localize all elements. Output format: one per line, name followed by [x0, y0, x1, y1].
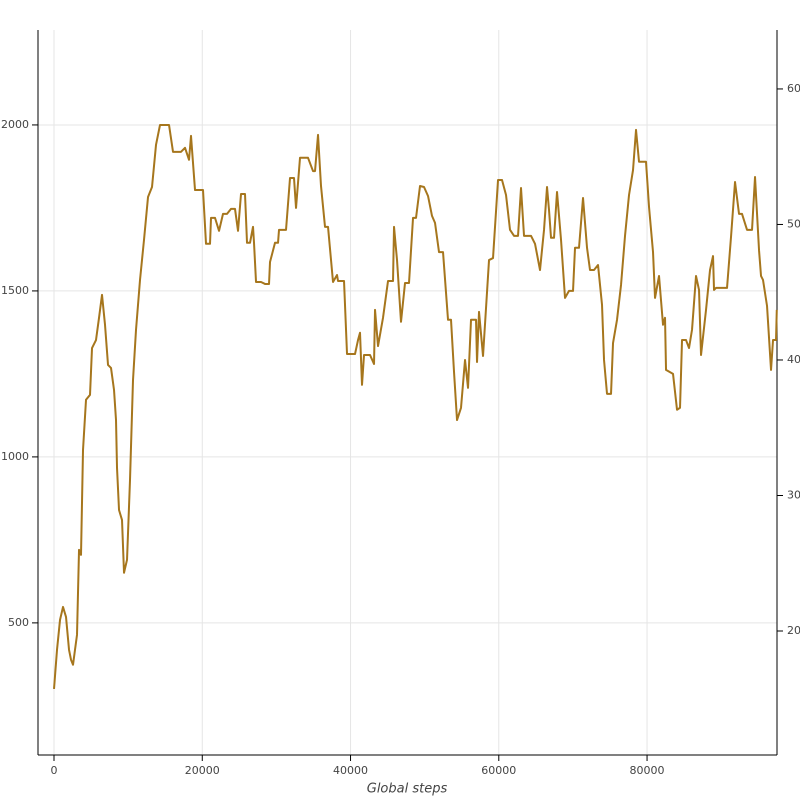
x-tick-label: 60000 [481, 764, 516, 777]
x-tick-label: 40000 [333, 764, 368, 777]
y2-tick-label: 60 [787, 82, 800, 95]
y-tick-label: 1500 [1, 284, 29, 297]
x-tick-label: 0 [51, 764, 58, 777]
y-tick-label: 500 [8, 616, 29, 629]
series-line [53, 123, 778, 690]
x-axis-label: Global steps [367, 782, 448, 797]
y2-tick-label: 30 [787, 488, 800, 501]
y-tick-label: 2000 [1, 118, 29, 131]
y-tick-label: 1000 [1, 450, 29, 463]
x-tick-label: 80000 [630, 764, 665, 777]
y2-tick-label: 20 [787, 624, 800, 637]
y2-tick-label: 50 [787, 217, 800, 230]
x-tick-label: 20000 [185, 764, 220, 777]
y2-tick-label: 40 [787, 353, 800, 366]
